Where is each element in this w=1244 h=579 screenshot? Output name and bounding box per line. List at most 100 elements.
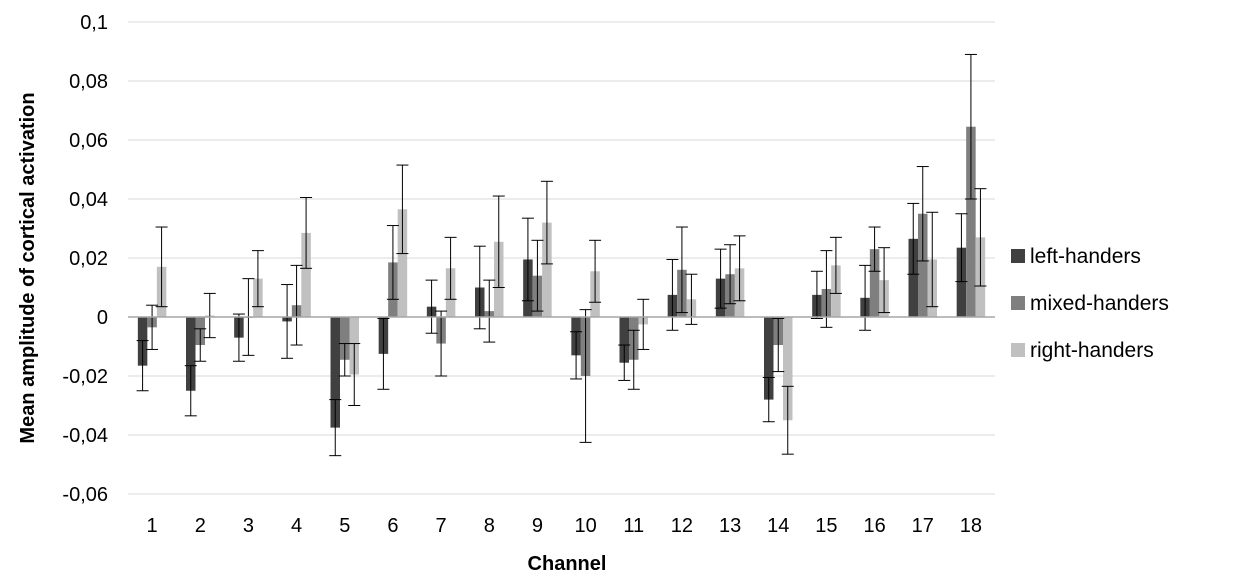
error-bar bbox=[540, 180, 553, 265]
error-bar bbox=[473, 245, 486, 330]
x-tick-label: 16 bbox=[863, 515, 885, 537]
bar-right-handers-ch4 bbox=[301, 232, 311, 317]
x-tick-label: 14 bbox=[767, 515, 789, 537]
error-bar bbox=[281, 284, 294, 359]
bar-mixed-handers-ch18 bbox=[966, 126, 976, 317]
error-bar bbox=[926, 211, 939, 308]
legend: left-handers mixed-handers right-handers bbox=[1011, 245, 1169, 362]
error-bar bbox=[781, 385, 794, 455]
error-bar bbox=[492, 195, 505, 288]
x-tick-label: 17 bbox=[912, 515, 934, 537]
error-bar bbox=[916, 166, 929, 262]
error-bar bbox=[396, 164, 409, 255]
bar-left-handers-ch2 bbox=[186, 317, 196, 391]
y-tick-label: 0,06 bbox=[69, 130, 108, 152]
x-tick-label: 12 bbox=[671, 515, 693, 537]
error-bar bbox=[386, 225, 399, 300]
error-bar bbox=[618, 344, 631, 381]
error-bar bbox=[531, 239, 544, 312]
error-bar bbox=[290, 264, 303, 346]
x-axis-title: Channel bbox=[528, 553, 607, 575]
legend-swatch-left-handers bbox=[1011, 249, 1025, 263]
legend-swatch-mixed-handers bbox=[1011, 296, 1025, 310]
error-bar bbox=[820, 250, 833, 328]
bar-mixed-handers-ch17 bbox=[918, 213, 928, 317]
bar-mixed-handers-ch5 bbox=[340, 317, 350, 360]
error-bar bbox=[425, 279, 438, 334]
bar-right-handers-ch14 bbox=[783, 317, 793, 421]
x-tick-label: 18 bbox=[960, 515, 982, 537]
error-bar bbox=[907, 202, 920, 275]
error-bar bbox=[627, 329, 640, 390]
bar-mixed-handers-ch16 bbox=[869, 249, 880, 317]
error-bar bbox=[675, 226, 688, 314]
error-bar bbox=[724, 244, 737, 305]
error-bar bbox=[859, 264, 872, 331]
x-tick-label: 8 bbox=[484, 515, 495, 537]
error-bar bbox=[521, 217, 534, 302]
bar-right-handers-ch6 bbox=[397, 209, 408, 317]
y-tick-label: 0,04 bbox=[69, 189, 108, 211]
gridlines bbox=[128, 21, 995, 495]
error-bar bbox=[232, 313, 245, 362]
legend-label: mixed-handers bbox=[1030, 292, 1169, 315]
error-bar bbox=[714, 248, 727, 309]
error-bar bbox=[136, 340, 149, 392]
error-bar bbox=[829, 236, 842, 294]
x-tick-label: 2 bbox=[195, 515, 206, 537]
x-tick-label: 15 bbox=[815, 515, 837, 537]
error-bar bbox=[878, 247, 891, 314]
error-bar bbox=[570, 331, 583, 380]
x-tick-label: 9 bbox=[532, 515, 543, 537]
bar-left-handers-ch17 bbox=[908, 238, 918, 317]
x-tick-label: 3 bbox=[243, 515, 254, 537]
error-bar bbox=[733, 235, 746, 302]
y-tick-label: -0,02 bbox=[62, 366, 108, 388]
bars bbox=[137, 126, 986, 428]
bar-left-handers-ch11 bbox=[619, 317, 629, 363]
error-bar bbox=[155, 226, 168, 308]
legend-swatch-right-handers bbox=[1011, 343, 1025, 357]
x-tick-label: 1 bbox=[147, 515, 158, 537]
x-tick-label: 5 bbox=[339, 515, 350, 537]
error-bar bbox=[300, 197, 313, 269]
error-bar bbox=[348, 343, 361, 406]
y-tick-label: 0,08 bbox=[69, 71, 108, 93]
error-bars bbox=[136, 53, 987, 457]
x-tick-label: 11 bbox=[623, 515, 644, 537]
error-bar bbox=[329, 399, 342, 457]
error-bar bbox=[868, 226, 881, 272]
y-tick-label: 0,02 bbox=[69, 248, 108, 270]
x-tick-label: 10 bbox=[574, 515, 596, 537]
error-bar bbox=[377, 317, 390, 390]
bar-right-handers-ch9 bbox=[542, 222, 552, 317]
x-tick-label: 7 bbox=[436, 515, 447, 537]
y-axis-ticks: 0,1 0,08 0,06 0,04 0,02 0 -0,02 -0,04 -0,06 bbox=[62, 12, 108, 506]
error-bar bbox=[637, 298, 650, 350]
y-axis-title: Mean amplitude of cortical activation bbox=[17, 92, 39, 443]
error-bar bbox=[146, 304, 159, 350]
error-bar bbox=[203, 292, 216, 339]
bar-left-handers-ch14 bbox=[764, 317, 774, 400]
error-bar bbox=[251, 250, 264, 308]
y-tick-label: 0,1 bbox=[80, 12, 108, 34]
bar-left-handers-ch18 bbox=[956, 247, 967, 317]
error-bar bbox=[184, 365, 197, 417]
error-bar bbox=[974, 188, 987, 287]
y-tick-label: 0 bbox=[97, 307, 108, 329]
x-axis-ticks: 1 2 3 4 5 6 7 8 9 10 11 12 13 14 15 16 17 18 bbox=[147, 515, 983, 537]
error-bar bbox=[762, 376, 775, 423]
error-bar bbox=[955, 213, 968, 283]
error-bar bbox=[964, 53, 977, 200]
x-tick-label: 6 bbox=[387, 515, 398, 537]
legend-label: left-handers bbox=[1030, 245, 1141, 268]
x-tick-label: 4 bbox=[291, 515, 302, 537]
y-tick-label: -0,04 bbox=[62, 425, 108, 447]
legend-label: right-handers bbox=[1030, 339, 1154, 362]
error-bar bbox=[194, 328, 207, 362]
error-bar bbox=[444, 236, 457, 300]
x-tick-label: 13 bbox=[719, 515, 741, 537]
error-bar bbox=[666, 258, 679, 331]
error-bar bbox=[435, 310, 448, 377]
